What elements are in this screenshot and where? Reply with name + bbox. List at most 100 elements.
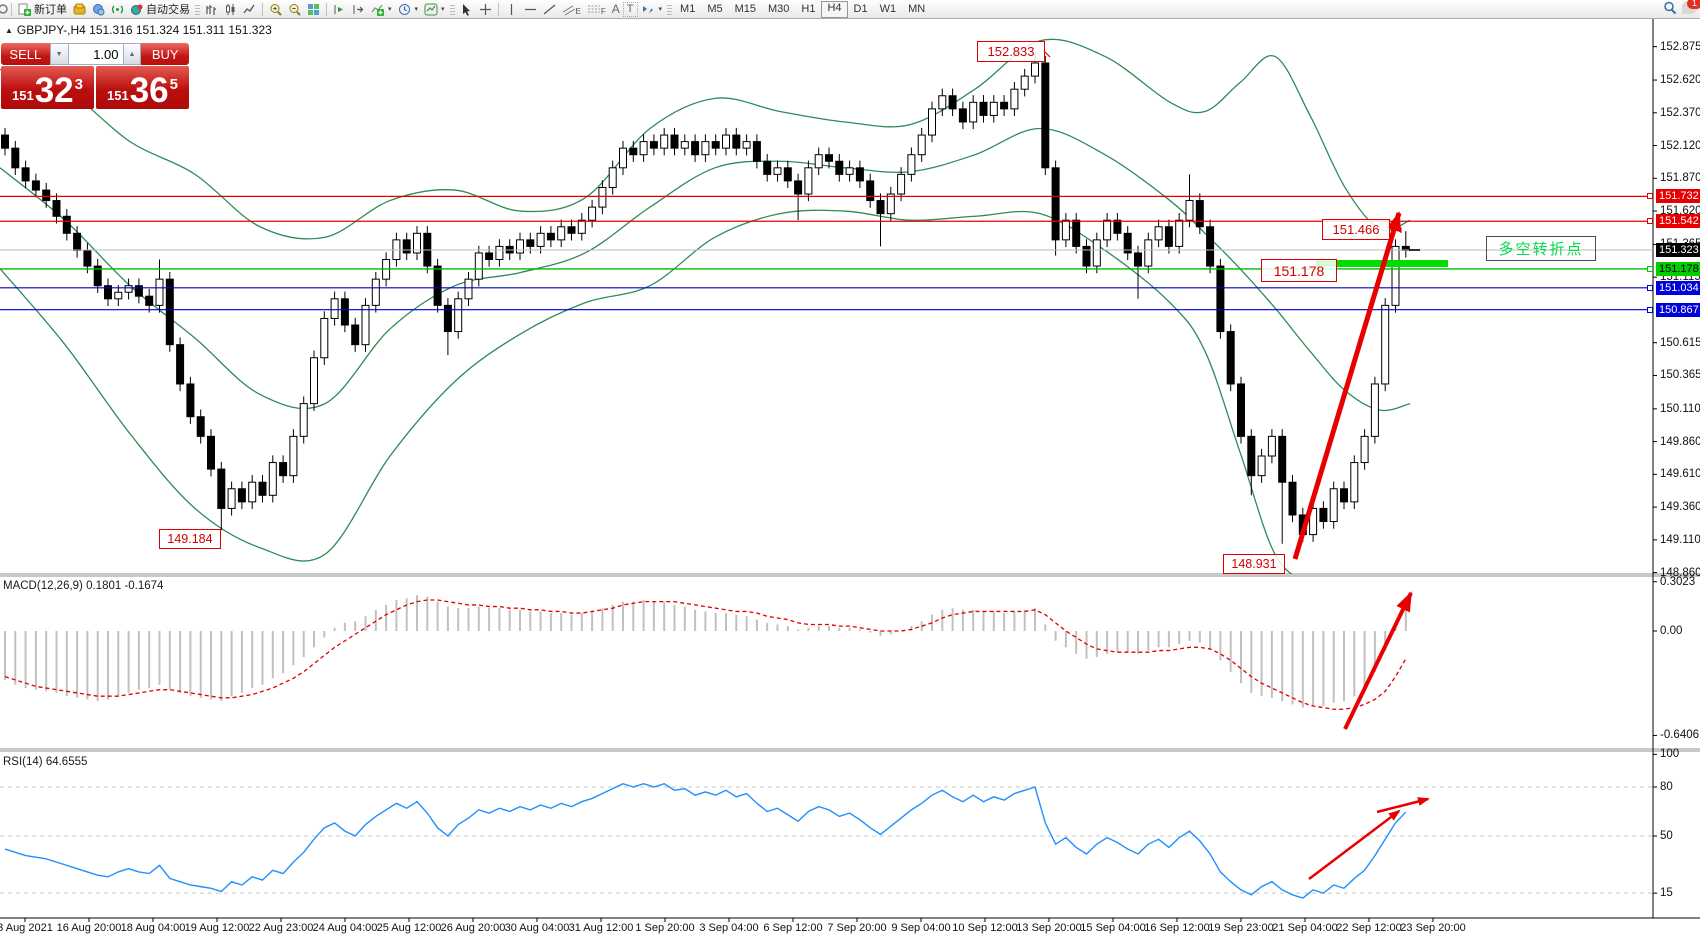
market-icon[interactable] [70, 3, 89, 16]
timeframe-M15[interactable]: M15 [734, 2, 757, 15]
price-tick: 149.610 [1660, 468, 1700, 481]
zoom-out-icon[interactable] [285, 3, 304, 16]
timeframe-W1[interactable]: W1 [879, 2, 897, 15]
timeframe-M30[interactable]: M30 [768, 2, 790, 15]
line-chart-icon[interactable] [240, 3, 259, 16]
template-icon [424, 3, 438, 16]
tile-windows-icon[interactable] [304, 3, 323, 16]
time-label: 3 Aug 2021 [0, 922, 53, 934]
text-tool-icon[interactable]: A [611, 2, 620, 16]
price-badge-151.732: 151.732 [1656, 189, 1700, 204]
notifications-icon[interactable]: 1 [1682, 0, 1700, 14]
timeframe-MN[interactable]: MN [908, 2, 926, 15]
fibo-suffix: F [600, 7, 606, 16]
timeframe-H4[interactable]: H4 [821, 0, 848, 18]
badge-square [1647, 306, 1653, 313]
macd-tick: 0.3023 [1660, 575, 1696, 588]
arrows-tool-icon[interactable]: ▾ [638, 1, 666, 17]
periods-button[interactable]: ▾ [395, 1, 422, 17]
price-tick: 149.360 [1660, 501, 1700, 514]
time-label: 10 Sep 12:00 [952, 922, 1018, 934]
left-clipped-icon[interactable] [0, 3, 8, 16]
price-badge-151.542: 151.542 [1656, 214, 1700, 229]
time-label: 21 Sep 04:00 [1272, 922, 1338, 934]
search-icon[interactable] [1663, 1, 1677, 15]
time-label: 1 Sep 20:00 [635, 922, 695, 934]
zoom-in-icon[interactable] [266, 3, 285, 16]
timeframe-D1[interactable]: D1 [853, 2, 868, 15]
time-label: 3 Sep 04:00 [699, 922, 759, 934]
price-tick: 152.875 [1660, 40, 1700, 53]
mailbox-icon[interactable] [89, 3, 108, 16]
timeframe-M5[interactable]: M5 [707, 2, 723, 15]
price-callout-152.833[interactable]: 152.833 [977, 41, 1045, 62]
level-lines [0, 195, 1653, 311]
chart-shift-icon[interactable] [349, 3, 368, 16]
cursor-icon[interactable] [457, 3, 476, 16]
toolbar-grip [195, 3, 200, 15]
bollinger-upper [0, 38, 1411, 240]
main-toolbar: 新订单 自动交易 [0, 0, 1700, 19]
buy-price-button[interactable]: 151 36 5 [96, 66, 189, 109]
hline-tool-icon[interactable] [521, 3, 540, 16]
price-badge-151.178: 151.178 [1656, 261, 1700, 276]
chart-title: ▲ GBPJPY-,H4 151.316 151.324 151.311 151… [5, 23, 272, 37]
bollinger-lower [0, 209, 1293, 574]
timeframe-H1[interactable]: H1 [801, 2, 816, 15]
bars-chart-icon[interactable] [202, 3, 221, 16]
price-badge-150.867: 150.867 [1656, 302, 1700, 317]
new-order-button[interactable]: 新订单 [15, 1, 70, 17]
price-callout-148.931[interactable]: 148.931 [1223, 554, 1285, 574]
price-tick: 149.110 [1660, 533, 1700, 546]
label-tool-icon[interactable]: T [622, 1, 638, 17]
fibonacci-tool-icon[interactable]: F [584, 1, 609, 17]
rsi-line [4, 782, 1407, 899]
time-label: 6 Sep 12:00 [763, 922, 823, 934]
badge-square [1647, 193, 1653, 200]
badge-square [1647, 284, 1653, 291]
time-label: 19 Aug 12:00 [184, 922, 250, 934]
candles-chart-icon[interactable] [221, 3, 240, 16]
templates-button[interactable]: ▾ [421, 1, 448, 17]
price-tick: 149.860 [1660, 435, 1700, 448]
badge-square [1647, 218, 1653, 225]
timeframe-M1[interactable]: M1 [680, 2, 696, 15]
channel-suffix: E [575, 7, 581, 16]
sell-button[interactable]: SELL [1, 43, 50, 65]
toolbar-grip [667, 3, 673, 15]
chart-frame [0, 18, 1700, 919]
toolbar-grip [449, 3, 455, 15]
macd-tick: -0.6406 [1660, 729, 1700, 742]
bollinger-bands [0, 38, 1411, 574]
price-tick: 151.870 [1660, 172, 1700, 185]
notification-count-badge: 1 [1687, 0, 1700, 9]
autotrade-label: 自动交易 [146, 4, 190, 16]
new-order-label: 新订单 [34, 4, 67, 16]
lot-decrease-button[interactable]: ▼ [49, 43, 69, 65]
price-callout-151.466[interactable]: 151.466 [1322, 219, 1390, 240]
price-tick: 150.365 [1660, 369, 1700, 382]
buy-button[interactable]: BUY [141, 43, 190, 65]
indicators-button[interactable]: ▾ [368, 1, 395, 17]
autoscroll-icon[interactable] [330, 3, 349, 16]
price-tick: 150.615 [1660, 336, 1700, 349]
lot-increase-button[interactable]: ▲ [122, 43, 142, 65]
annotation-arrows[interactable] [1042, 49, 1430, 880]
trendline-tool-icon[interactable] [540, 3, 559, 16]
price-callout-151.178[interactable]: 151.178 [1261, 259, 1337, 282]
price-tick: 152.620 [1660, 74, 1700, 87]
lot-size-input[interactable] [68, 43, 123, 65]
vline-tool-icon[interactable] [502, 3, 521, 16]
sell-price-button[interactable]: 151 32 3 [1, 66, 94, 109]
signal-icon[interactable] [108, 3, 127, 16]
turning-point-annotation[interactable]: 多空转折点 [1486, 236, 1596, 261]
price-callout-149.184[interactable]: 149.184 [159, 529, 221, 549]
autotrade-icon [130, 3, 143, 16]
autotrade-button[interactable]: 自动交易 [127, 1, 193, 17]
crosshair-icon[interactable] [476, 3, 495, 16]
dropdown-caret: ▾ [658, 6, 663, 13]
time-label: 13 Sep 20:00 [1016, 922, 1082, 934]
dropdown-caret: ▾ [441, 6, 445, 13]
channel-tool-icon[interactable]: E [559, 1, 584, 17]
